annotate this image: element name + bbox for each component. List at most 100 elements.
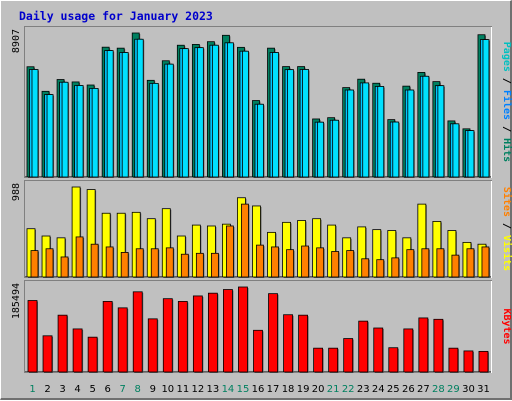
bar-sites-day-21 (331, 251, 340, 278)
bar-sites-day-24 (376, 259, 385, 278)
bar-sites-day-3 (60, 256, 70, 278)
bar-kbytes-day-15-body (238, 286, 248, 373)
bar-pages-day-24 (377, 86, 385, 178)
bar-kbytes-day-11-body (177, 301, 188, 373)
x-tick-day-6: 6 (104, 384, 110, 395)
bar-kbytes-day-16-body (253, 329, 263, 373)
bar-sites-day-10-body (165, 247, 174, 278)
bar-kbytes-day-2-body (42, 335, 53, 373)
bar-pages-day-2 (46, 94, 55, 178)
bar-sites-day-7 (120, 252, 130, 278)
bar-kbytes-day-21-body (328, 347, 339, 373)
bar-kbytes-day-22 (343, 338, 354, 373)
panel-2: 988 Sites / Visits (11, 180, 512, 278)
bar-sites-day-16-body (256, 244, 264, 278)
bar-sites-day-30 (466, 248, 475, 278)
bar-sites-day-20-body (316, 247, 325, 278)
x-tick-day-4: 4 (74, 384, 80, 395)
bar-pages-day-1 (31, 69, 39, 178)
bar-pages-day-11 (181, 48, 190, 178)
bar-pages-day-1-body (31, 69, 39, 178)
bar-pages-day-6-body (106, 50, 114, 178)
x-tick-day-14: 14 (222, 384, 235, 395)
bar-pages-day-14-body (227, 42, 234, 178)
x-tick-day-8: 8 (135, 384, 141, 395)
bar-kbytes-day-4-body (72, 328, 83, 373)
bar-kbytes-day-29 (448, 347, 459, 373)
bar-kbytes-day-30 (463, 350, 474, 373)
x-tick-day-12: 12 (192, 384, 205, 395)
bar-kbytes-day-1-body (27, 300, 38, 373)
bar-sites-day-24-body (376, 259, 385, 278)
x-tick-day-26: 26 (402, 384, 415, 395)
x-tick-day-25: 25 (387, 384, 400, 395)
panel-3-legend: KBytes (501, 308, 512, 344)
bar-kbytes-day-9-body (147, 318, 158, 373)
bar-kbytes-day-21 (328, 347, 339, 373)
bar-sites-day-31 (481, 246, 490, 278)
legend-item-1-1: Pages (501, 42, 512, 72)
bar-kbytes-day-12-body (192, 295, 203, 373)
bar-pages-day-15 (242, 50, 250, 178)
x-tick-day-23: 23 (357, 384, 370, 395)
bar-kbytes-day-25 (388, 347, 399, 373)
bar-kbytes-day-10 (162, 298, 174, 373)
bar-pages-day-8 (136, 38, 145, 178)
bar-pages-day-14 (227, 42, 235, 179)
bar-sites-day-18-body (286, 249, 294, 278)
bar-pages-day-26-body (407, 89, 415, 178)
panel-1: 8907 Pages / Files / Hits (11, 26, 512, 179)
x-tick-day-11: 11 (176, 384, 189, 395)
x-tick-day-10: 10 (161, 384, 174, 395)
bar-pages-day-17 (272, 52, 280, 178)
bar-pages-day-19-body (302, 69, 309, 178)
bar-sites-day-25-body (391, 257, 400, 278)
x-tick-day-7: 7 (120, 384, 126, 395)
bar-kbytes-day-26-body (403, 328, 414, 373)
bar-sites-day-26-body (406, 249, 415, 278)
panel-3-max-label: 185494 (11, 283, 22, 319)
bar-sites-day-20 (316, 247, 325, 278)
legend-item-1-4: / (501, 120, 512, 138)
bar-pages-day-3-body (61, 81, 69, 178)
bar-pages-day-16-body (257, 103, 264, 178)
bar-kbytes-day-19-body (298, 314, 308, 373)
bar-pages-day-12 (196, 47, 205, 178)
panel-2-legend: Sites / Visits (501, 187, 512, 271)
bar-kbytes-day-16 (253, 329, 264, 373)
bar-pages-day-17-body (272, 52, 279, 178)
x-tick-day-15: 15 (237, 384, 250, 395)
bar-pages-day-8-body (136, 38, 144, 178)
bar-kbytes-day-10-body (162, 298, 173, 373)
bar-sites-day-7-body (120, 252, 129, 278)
bar-kbytes-day-4 (72, 328, 84, 373)
bar-sites-day-13-body (210, 252, 219, 278)
bar-pages-day-31-body (482, 39, 490, 178)
bar-sites-day-23-body (361, 258, 370, 278)
bar-sites-day-13 (210, 252, 220, 278)
bar-pages-day-13-body (211, 44, 219, 178)
bar-pages-day-10-body (166, 63, 174, 178)
bar-sites-day-18 (286, 249, 295, 278)
x-tick-day-5: 5 (89, 384, 95, 395)
bar-pages-day-29-body (452, 123, 460, 178)
bar-kbytes-day-15 (238, 286, 249, 373)
bar-sites-day-25 (391, 257, 400, 278)
bar-kbytes-day-30-body (463, 350, 474, 373)
panel-2-max-label: 988 (11, 183, 22, 201)
bar-pages-day-9 (151, 82, 160, 178)
bar-pages-day-20 (317, 121, 325, 178)
x-tick-day-31: 31 (477, 384, 490, 395)
bar-pages-day-18-body (287, 69, 294, 178)
bar-kbytes-day-27-body (418, 317, 429, 373)
x-tick-day-27: 27 (417, 384, 430, 395)
bar-sites-day-5-body (90, 243, 99, 278)
bar-kbytes-day-8-body (132, 291, 143, 373)
bar-kbytes-day-27 (418, 317, 429, 373)
bar-pages-day-16 (257, 103, 265, 178)
bar-sites-day-1-body (30, 250, 39, 278)
bar-sites-day-5 (90, 243, 100, 278)
bar-pages-day-9-body (151, 82, 159, 178)
bar-sites-day-29 (451, 254, 460, 278)
